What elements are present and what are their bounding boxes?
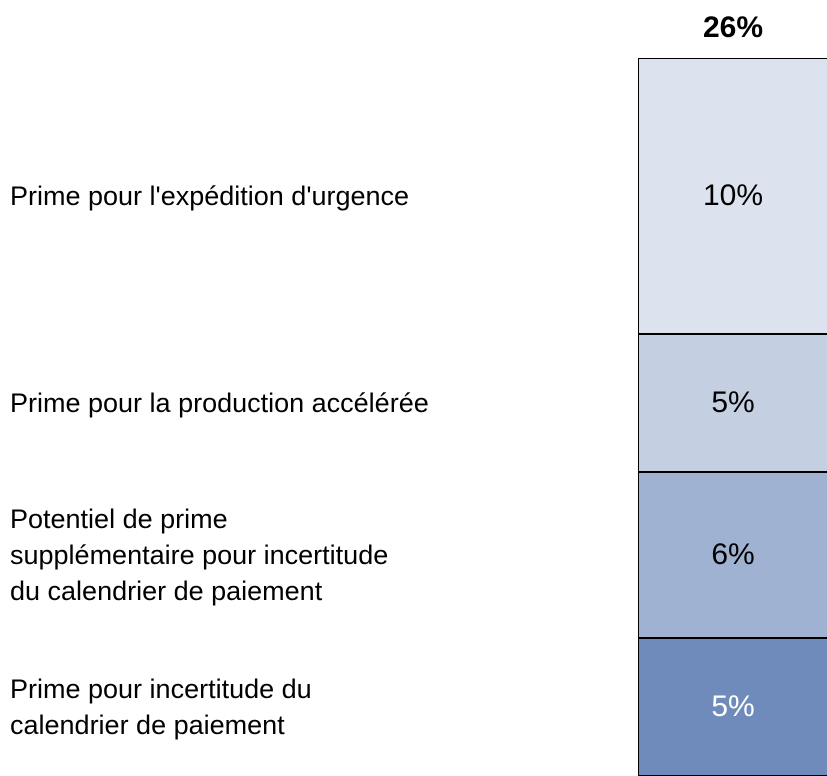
value-label: 5% [711, 689, 755, 723]
value-label: 10% [702, 179, 764, 213]
bar-segment [638, 637, 827, 776]
value-label: 6% [711, 538, 755, 572]
bar-segment [638, 472, 827, 638]
value-label: 5% [711, 386, 755, 420]
category-label: Prime pour l'expédition d'urgence [10, 181, 410, 212]
category-label: Potentiel de prime supplémentaire pour i… [10, 504, 389, 607]
bar-segment [638, 334, 827, 473]
category-label: Prime pour la production accélérée [10, 388, 429, 419]
total-label: 26% [702, 11, 764, 44]
category-label: Prime pour incertitude du calendrier de … [10, 673, 312, 740]
bar-segment [638, 58, 827, 335]
